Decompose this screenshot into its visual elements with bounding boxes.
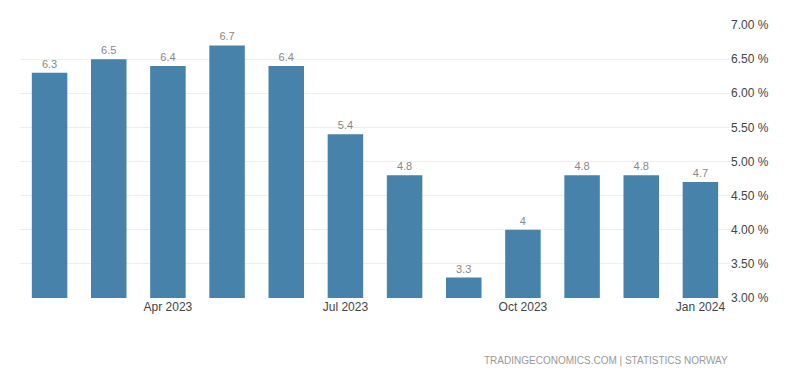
svg-text:4.8: 4.8 — [574, 160, 589, 172]
svg-text:6.50 %: 6.50 % — [731, 52, 769, 66]
svg-text:3.00 %: 3.00 % — [731, 291, 769, 305]
svg-text:Apr 2023: Apr 2023 — [144, 300, 193, 314]
svg-text:4.8: 4.8 — [634, 160, 649, 172]
svg-text:4.8: 4.8 — [397, 160, 412, 172]
svg-text:5.50 %: 5.50 % — [731, 121, 769, 135]
svg-text:6.7: 6.7 — [219, 30, 234, 42]
svg-text:4.50 %: 4.50 % — [731, 189, 769, 203]
svg-text:6.4: 6.4 — [160, 51, 175, 63]
svg-text:Oct 2023: Oct 2023 — [499, 300, 548, 314]
svg-text:4.00 %: 4.00 % — [731, 223, 769, 237]
svg-text:3.3: 3.3 — [456, 263, 471, 275]
svg-text:6.4: 6.4 — [279, 51, 294, 63]
svg-text:7.00 %: 7.00 % — [731, 18, 769, 32]
svg-text:5.00 %: 5.00 % — [731, 155, 769, 169]
svg-text:6.3: 6.3 — [42, 58, 57, 70]
svg-text:4.7: 4.7 — [693, 167, 708, 179]
svg-text:TRADINGECONOMICS.COM | STATIST: TRADINGECONOMICS.COM | STATISTICS NORWAY — [484, 355, 728, 366]
svg-text:6.5: 6.5 — [101, 44, 116, 56]
svg-text:5.4: 5.4 — [338, 119, 353, 131]
svg-text:4: 4 — [520, 215, 526, 227]
svg-text:6.00 %: 6.00 % — [731, 86, 769, 100]
svg-text:3.50 %: 3.50 % — [731, 257, 769, 271]
svg-text:Jan 2024: Jan 2024 — [676, 300, 726, 314]
svg-text:Jul 2023: Jul 2023 — [323, 300, 369, 314]
